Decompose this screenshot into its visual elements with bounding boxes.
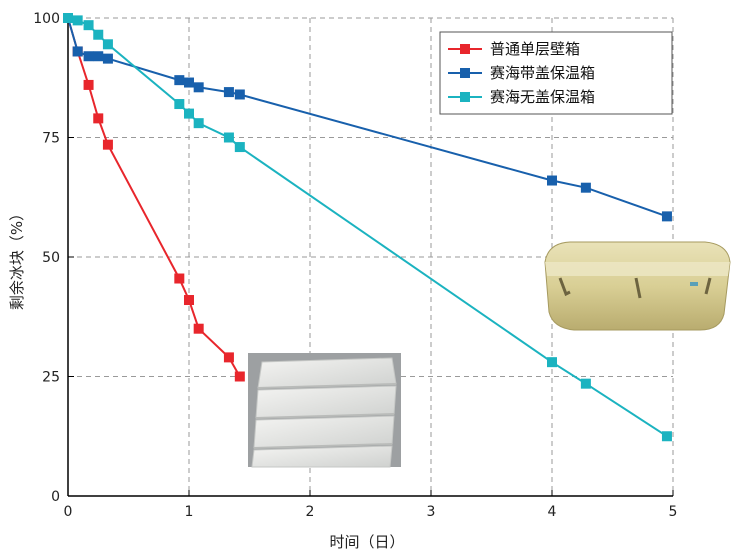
data-point <box>234 371 245 382</box>
beige-insulated-box-photo <box>544 241 731 331</box>
data-point <box>174 99 185 110</box>
legend-item: 赛海无盖保温箱 <box>448 88 595 106</box>
y-axis-title: 剩余冰块（%） <box>8 206 26 310</box>
series-line <box>67 17 241 377</box>
data-point <box>234 142 245 153</box>
y-tick-label: 25 <box>42 370 60 386</box>
data-point <box>184 108 194 119</box>
legend-marker <box>460 92 470 102</box>
x-tick-label: 4 <box>548 504 557 520</box>
legend-item: 普通单层壁箱 <box>448 40 580 58</box>
data-point <box>102 39 113 50</box>
legend-label: 普通单层壁箱 <box>490 40 580 58</box>
legend-marker <box>460 44 470 54</box>
data-point <box>93 29 104 40</box>
x-tick-label: 1 <box>185 504 194 520</box>
data-point <box>193 118 204 129</box>
axes <box>67 17 674 497</box>
data-point <box>174 273 185 284</box>
data-point <box>83 79 94 90</box>
data-point <box>72 15 83 26</box>
series-2 <box>63 13 672 222</box>
y-tick-label: 75 <box>42 131 60 147</box>
data-point <box>223 132 234 143</box>
data-point <box>184 77 194 88</box>
x-tick-label: 5 <box>669 504 678 520</box>
x-tick-label: 3 <box>427 504 436 520</box>
data-point <box>547 175 557 186</box>
series-1 <box>63 13 245 382</box>
y-tick-label: 0 <box>51 489 60 505</box>
data-point <box>547 357 557 368</box>
data-point <box>63 13 73 23</box>
data-point <box>93 51 104 62</box>
data-point <box>661 431 672 442</box>
data-point <box>193 82 204 93</box>
data-point <box>102 139 113 150</box>
x-axis-title: 时间（日） <box>329 533 404 551</box>
legend-item: 赛海带盖保温箱 <box>448 64 595 82</box>
data-point <box>83 51 94 62</box>
data-point <box>93 113 104 124</box>
data-point <box>580 182 591 193</box>
data-point <box>223 87 234 98</box>
data-point <box>580 378 591 389</box>
y-tick-label: 100 <box>33 11 60 27</box>
legend-label: 赛海带盖保温箱 <box>490 64 595 82</box>
data-point <box>661 211 672 222</box>
y-tick-label: 50 <box>42 250 60 266</box>
data-point <box>223 352 234 363</box>
data-point <box>184 295 194 306</box>
legend-marker <box>460 68 470 78</box>
x-tick-label: 0 <box>64 504 73 520</box>
x-tick-label: 2 <box>306 504 315 520</box>
data-point <box>72 46 83 57</box>
data-point <box>102 53 113 64</box>
data-point <box>174 75 185 86</box>
series-lines <box>63 13 672 442</box>
stacked-white-plastic-boxes-photo <box>248 353 401 468</box>
series-3 <box>63 13 672 442</box>
legend-label: 赛海无盖保温箱 <box>490 88 595 106</box>
data-point <box>234 89 245 100</box>
data-point <box>193 323 204 334</box>
data-point <box>83 20 94 31</box>
